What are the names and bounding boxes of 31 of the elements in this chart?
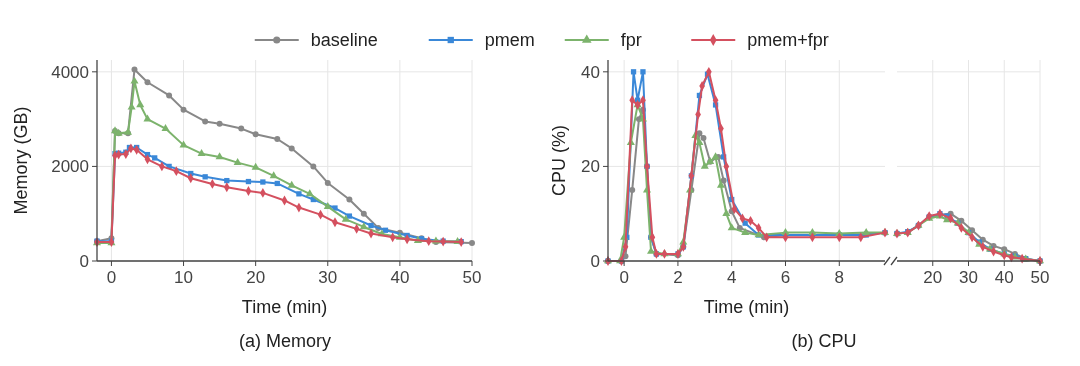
x-tick-label: 4 xyxy=(726,268,737,287)
legend-label: pmem+fpr xyxy=(747,30,829,50)
x-tick-label: 2 xyxy=(673,268,683,287)
x-tick-label: 0 xyxy=(619,268,629,287)
y-tick-label: 40 xyxy=(581,62,600,82)
text: (a) Memory xyxy=(238,331,332,351)
legend-label: pmem xyxy=(484,30,535,50)
x-axis-title: Time (min) xyxy=(241,297,328,317)
x-tick-label: 8 xyxy=(834,268,845,287)
x-tick-label: 10 xyxy=(174,268,193,287)
y-tick-label: 2000 xyxy=(51,157,89,177)
x-axis-title: Time (min) xyxy=(703,297,790,317)
x-tick-label: 40 xyxy=(994,268,1014,287)
x-tick-label: 50 xyxy=(462,268,482,287)
x-tick-label: 30 xyxy=(959,268,978,287)
x-tick-label: 30 xyxy=(318,268,338,287)
x-tick-label: 6 xyxy=(780,268,791,287)
x-tick-label: 40 xyxy=(390,268,410,287)
x-tick-label: 50 xyxy=(1030,268,1050,287)
x-tick-label: 0 xyxy=(106,268,117,287)
text: (b) CPU xyxy=(791,331,857,351)
y-tick-label: 20 xyxy=(581,157,600,177)
legend-label: baseline xyxy=(310,30,378,50)
x-tick-label: 20 xyxy=(246,268,266,287)
y-tick-label: 0 xyxy=(590,252,600,271)
x-tick-label: 20 xyxy=(923,268,943,287)
y-tick-label: 4000 xyxy=(51,62,89,82)
y-axis-title: CPU (%) xyxy=(549,125,569,196)
y-tick-label: 0 xyxy=(79,252,89,271)
legend-label: fpr xyxy=(620,30,642,50)
y-axis-title: Memory (GB) xyxy=(11,106,31,215)
